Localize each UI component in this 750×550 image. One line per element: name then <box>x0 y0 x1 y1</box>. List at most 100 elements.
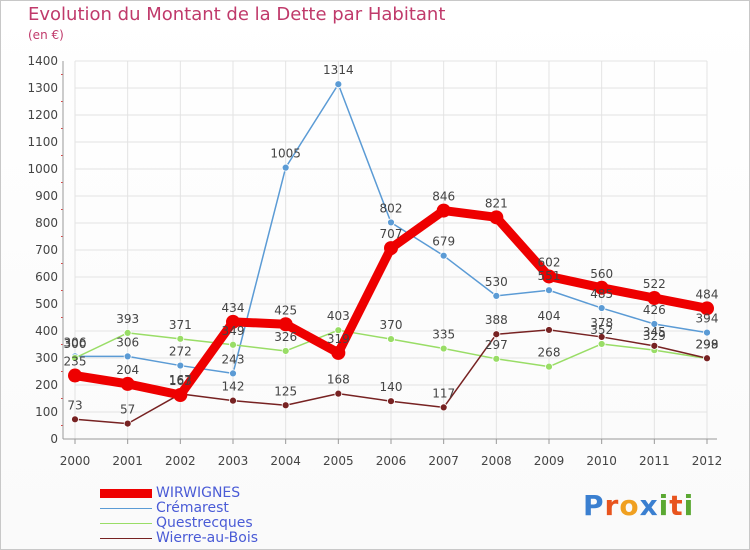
data-point-cremarest <box>545 286 553 295</box>
y-tick-label-400: 400 <box>35 324 58 338</box>
legend-label-questrecques: Questrecques <box>156 515 253 531</box>
data-point-wirwignes <box>436 203 451 218</box>
data-label-questrecques: 370 <box>380 318 403 332</box>
data-point-questrecques <box>492 354 501 363</box>
data-label-wierre-au-bois: 404 <box>538 309 561 323</box>
data-point-questrecques <box>387 335 395 344</box>
data-label-wierre-au-bois: 57 <box>120 403 135 417</box>
y-tick-label-300: 300 <box>35 351 58 365</box>
data-point-wierre-au-bois <box>123 419 132 428</box>
data-label-wirwignes: 434 <box>222 301 245 315</box>
legend-swatch-questrecques <box>100 523 152 524</box>
data-label-layer: 235 204 163 434 425 319 707 846 821 602 560 522 484 3… <box>64 63 719 416</box>
x-tick-label-2003: 2003 <box>218 454 249 468</box>
y-tick-label-900: 900 <box>35 189 58 203</box>
data-point-wirwignes <box>647 291 662 306</box>
data-label-questrecques: 349 <box>222 324 245 338</box>
x-tick-label-2009: 2009 <box>534 454 565 468</box>
data-point-wierre-au-bois <box>650 341 659 350</box>
data-point-wirwignes <box>542 269 556 284</box>
data-label-wirwignes: 425 <box>274 303 297 317</box>
data-label-cremarest: 306 <box>64 335 87 349</box>
data-label-cremarest: 1314 <box>323 63 354 77</box>
data-point-wirwignes <box>384 241 398 256</box>
data-point-wirwignes <box>594 280 609 295</box>
data-point-cremarest <box>650 320 659 328</box>
y-tick-label-1100: 1100 <box>27 135 58 149</box>
x-tick-label-2010: 2010 <box>586 454 617 468</box>
data-point-cremarest <box>387 218 395 227</box>
data-point-questrecques <box>281 347 290 355</box>
data-point-wirwignes <box>226 314 240 329</box>
data-point-wierre-au-bois <box>492 330 501 339</box>
data-point-wirwignes <box>489 210 504 225</box>
chart-subtitle: (en €) <box>28 28 64 42</box>
grid-layer <box>74 60 708 440</box>
proxiti-logo: Proxiti <box>583 489 695 522</box>
data-point-cremarest <box>597 304 606 312</box>
data-label-cremarest: 426 <box>643 303 666 317</box>
data-label-wirwignes: 846 <box>432 190 455 204</box>
data-point-wierre-au-bois <box>334 389 343 398</box>
data-label-cremarest: 272 <box>169 345 192 359</box>
data-label-cremarest: 1005 <box>270 147 301 161</box>
x-tick-label-2002: 2002 <box>165 454 196 468</box>
axis-layer: 0 100 200 300 400 500 600 700 800 900 1000 1100 1200… <box>27 54 722 468</box>
data-label-cremarest: 530 <box>485 275 508 289</box>
data-label-questrecques: 300 <box>64 337 87 351</box>
data-label-questrecques: 352 <box>590 323 613 337</box>
data-label-wierre-au-bois: 167 <box>169 373 192 387</box>
y-tick-label-1300: 1300 <box>27 81 58 95</box>
data-label-wirwignes: 204 <box>116 363 139 377</box>
data-label-wierre-au-bois: 345 <box>643 325 666 339</box>
data-label-wirwignes: 707 <box>380 227 403 241</box>
x-tick-label-2011: 2011 <box>639 454 670 468</box>
x-tick-label-2008: 2008 <box>481 454 512 468</box>
y-tick-label-500: 500 <box>35 297 58 311</box>
data-point-cremarest <box>334 80 343 89</box>
data-label-questrecques: 326 <box>274 330 297 344</box>
data-label-cremarest: 306 <box>116 335 139 349</box>
data-label-cremarest: 394 <box>696 312 719 326</box>
data-point-cremarest <box>229 369 237 378</box>
data-point-cremarest <box>281 163 290 172</box>
series-layer <box>68 80 714 428</box>
data-point-cremarest <box>123 352 132 361</box>
data-point-wirwignes <box>173 387 188 402</box>
data-label-wierre-au-bois: 140 <box>380 380 403 394</box>
data-label-wierre-au-bois: 378 <box>590 316 613 330</box>
x-tick-label-2012: 2012 <box>692 454 723 468</box>
data-label-cremarest: 679 <box>432 235 455 249</box>
data-label-wierre-au-bois: 299 <box>696 337 719 351</box>
data-point-cremarest <box>492 291 501 300</box>
data-label-wierre-au-bois: 142 <box>222 380 245 394</box>
data-point-questrecques <box>439 344 448 353</box>
y-tick-label-1200: 1200 <box>27 108 58 122</box>
legend-label-wierre-au-bois: Wierre-au-Bois <box>156 530 259 546</box>
data-point-cremarest <box>176 361 185 370</box>
data-label-cremarest: 485 <box>590 287 613 301</box>
data-label-wierre-au-bois: 388 <box>485 313 508 327</box>
data-label-questrecques: 371 <box>169 318 192 332</box>
data-label-cremarest: 551 <box>538 269 561 283</box>
data-label-cremarest: 802 <box>380 201 403 215</box>
data-label-wierre-au-bois: 117 <box>432 386 455 400</box>
data-label-questrecques: 298 <box>696 338 719 352</box>
y-tick-label-700: 700 <box>35 243 58 257</box>
data-point-wierre-au-bois <box>71 415 79 424</box>
data-point-wierre-au-bois <box>387 397 395 406</box>
data-label-wirwignes: 319 <box>327 332 350 346</box>
y-tick-label-600: 600 <box>35 270 58 284</box>
data-point-wierre-au-bois <box>439 403 448 412</box>
data-point-wierre-au-bois <box>545 326 553 334</box>
data-label-wirwignes: 484 <box>696 287 719 301</box>
data-label-wirwignes: 821 <box>485 196 508 210</box>
data-label-questrecques: 393 <box>116 312 139 326</box>
legend-label-cremarest: Crémarest <box>156 500 229 516</box>
data-point-wirwignes <box>278 317 293 332</box>
data-point-cremarest <box>439 251 448 260</box>
y-tick-label-1400: 1400 <box>27 54 58 68</box>
data-label-wirwignes: 522 <box>643 277 666 291</box>
data-label-wirwignes: 602 <box>538 255 561 269</box>
